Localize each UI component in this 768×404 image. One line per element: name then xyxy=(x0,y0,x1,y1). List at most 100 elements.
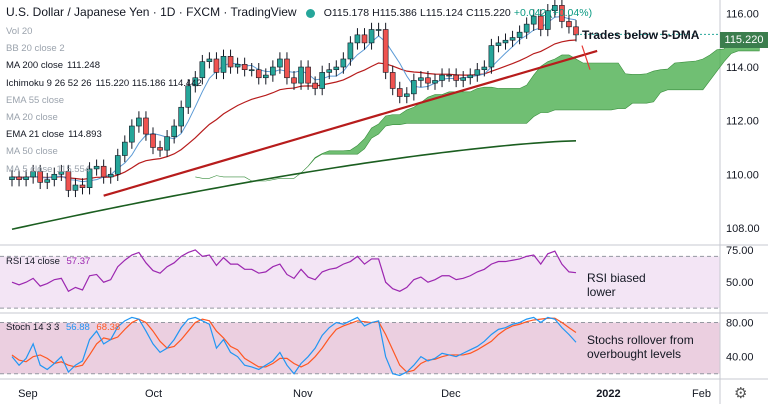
candle-body xyxy=(136,117,142,127)
candle-body xyxy=(220,56,227,73)
time-axis-label: Sep xyxy=(18,388,38,400)
candle-body xyxy=(65,171,72,191)
candle-body xyxy=(44,179,51,183)
price-tick-label: 112.00 xyxy=(726,116,759,128)
candle-body xyxy=(150,133,156,148)
price-tick-label: 108.00 xyxy=(726,223,760,235)
stoch-tick-label: 40.00 xyxy=(726,352,754,364)
candle-body xyxy=(425,77,431,84)
candle-body xyxy=(114,155,121,175)
candle-body xyxy=(248,69,255,72)
candle-body xyxy=(382,29,389,73)
candle-body xyxy=(241,64,248,71)
ohlc-close: C115.220 xyxy=(466,7,511,19)
annotation-trades: Trades below 5-DMA xyxy=(582,28,700,42)
candle-body xyxy=(164,136,170,151)
candle-body xyxy=(277,58,283,68)
candle-body xyxy=(9,176,15,180)
time-axis-label: Oct xyxy=(145,388,162,400)
time-axis-label: Dec xyxy=(441,388,461,400)
candle-body xyxy=(72,184,79,191)
candle-body xyxy=(16,176,22,180)
indicator-label: MA 20 close xyxy=(6,112,58,123)
market-status-icon xyxy=(305,8,315,18)
candle-body xyxy=(107,173,114,178)
indicator-legend-item[interactable]: MA 20 close xyxy=(6,112,62,124)
symbol-title[interactable]: U.S. Dollar / Japanese Yen · 1D · FXCM ·… xyxy=(6,5,297,19)
ohlc-low: L115.124 xyxy=(419,7,463,19)
candle-body xyxy=(573,26,579,36)
indicator-legend-item[interactable]: BB 20 close 2 xyxy=(6,43,69,55)
indicator-label: MA 50 close xyxy=(6,146,58,158)
indicator-legend-item[interactable]: MA 50 close xyxy=(6,146,62,158)
indicator-legend-item[interactable]: EMA 21 close 114.893 xyxy=(6,129,102,141)
stoch-label: Stoch 14 3 3 xyxy=(6,322,60,333)
indicator-value: 115.220 115.186 114.442 xyxy=(95,77,202,89)
indicator-legend-item[interactable]: Vol 20 xyxy=(6,26,36,38)
gear-icon[interactable]: ⚙ xyxy=(734,385,748,402)
candle-body xyxy=(453,74,459,81)
time-axis-label: Feb xyxy=(692,388,711,400)
candle-body xyxy=(509,37,516,41)
candle-body xyxy=(354,34,361,44)
candle-body xyxy=(432,80,438,84)
candle-body xyxy=(411,80,417,95)
annotation-rsi-1: RSI biased xyxy=(587,271,646,285)
candle-body xyxy=(495,42,502,46)
candle-body xyxy=(312,82,318,89)
candle-body xyxy=(284,58,290,79)
candle-body xyxy=(566,21,572,28)
indicator-label: Vol 20 xyxy=(6,26,33,37)
candle-body xyxy=(86,168,93,188)
candle-body xyxy=(333,66,340,71)
candle-body xyxy=(100,165,107,178)
candle-body xyxy=(347,42,354,60)
indicator-label: EMA 21 close xyxy=(6,129,65,141)
candle-body xyxy=(403,93,410,97)
candle-body xyxy=(185,85,192,108)
ma200-line xyxy=(11,140,577,231)
stoch-legend[interactable]: Stoch 14 3 3 56.88 68.38 xyxy=(6,322,120,334)
candle-body xyxy=(488,45,495,68)
candle-body xyxy=(227,56,234,68)
candle-body xyxy=(559,5,565,22)
indicator-legend-item[interactable]: MA 5 close 115.554 xyxy=(6,164,90,176)
candle-body xyxy=(396,88,403,97)
candle-body xyxy=(460,77,467,81)
candle-body xyxy=(516,31,523,38)
stoch-k-line xyxy=(11,316,577,377)
candle-body xyxy=(439,74,445,81)
indicator-legend-item[interactable]: MA 200 close 111.248 xyxy=(6,60,100,72)
stoch-tick-label: 80.00 xyxy=(726,318,754,330)
indicator-label: Ichimoku 9 26 52 26 xyxy=(6,77,92,89)
ohlc-open: O115.178 xyxy=(323,7,370,19)
candle-body xyxy=(206,58,213,62)
candle-body xyxy=(58,171,65,175)
indicator-legend-item[interactable]: Ichimoku 9 26 52 26 115.220 115.186 114.4… xyxy=(6,78,202,90)
annotation-rsi-2: lower xyxy=(587,285,616,299)
price-tick-label: 116.00 xyxy=(726,8,759,20)
indicator-value: 114.893 xyxy=(68,129,102,141)
time-axis-label: 2022 xyxy=(596,388,620,400)
candle-body xyxy=(37,171,44,183)
candle-body xyxy=(368,29,375,44)
candle-body xyxy=(178,106,184,127)
candle-body xyxy=(93,165,100,170)
indicator-label: MA 200 close xyxy=(6,60,64,72)
candle-body xyxy=(171,125,177,138)
candle-body xyxy=(481,66,488,71)
rsi-legend[interactable]: RSI 14 close 57.37 xyxy=(6,256,90,268)
candle-body xyxy=(467,74,474,79)
indicator-value: 111.248 xyxy=(67,60,100,72)
stoch-d-value: 68.38 xyxy=(96,322,121,333)
last-price-badge: 115.220 xyxy=(720,32,768,48)
candle-body xyxy=(23,176,29,180)
candle-body xyxy=(319,72,326,89)
annotation-stoch-2: overbought levels xyxy=(587,347,682,361)
candle-body xyxy=(537,15,544,30)
indicator-label: MA 5 close xyxy=(6,163,53,175)
candle-body xyxy=(523,23,530,33)
indicator-legend-item[interactable]: EMA 55 close xyxy=(6,95,68,107)
candle-body xyxy=(446,74,452,77)
candle-body xyxy=(255,69,262,79)
